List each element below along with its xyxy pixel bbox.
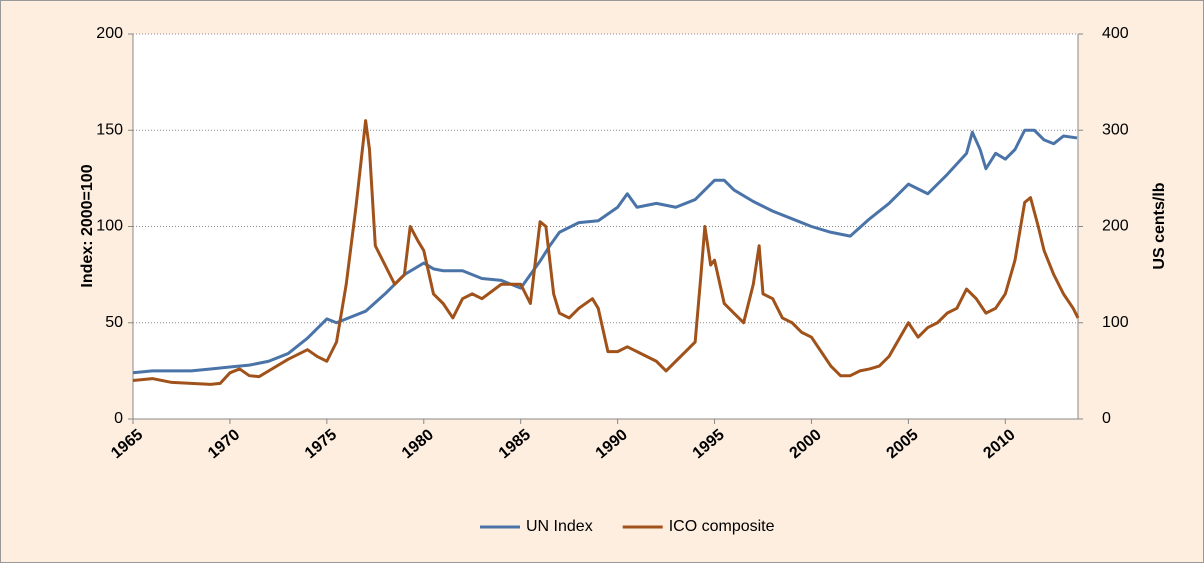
y2-tick-label: 400 [1102,25,1129,42]
y-tick-label: 150 [96,121,123,138]
plot-area [133,34,1078,419]
y-tick-label: 100 [96,218,123,235]
series-line [132,119,1080,386]
y-tick-label: 50 [105,314,123,331]
legend-label: ICO composite [669,518,775,535]
y2-tick-label: 300 [1102,121,1129,138]
y2-tick-label: 0 [1102,410,1111,427]
series-line [132,128,1078,375]
y2-tick-label: 100 [1102,314,1129,331]
legend-label: UN Index [526,518,593,535]
y2-axis-label: US cents/lb [1151,182,1168,269]
y-tick-label: 200 [96,25,123,42]
y2-tick-label: 200 [1102,218,1129,235]
y-axis-label: Index: 2000=100 [79,164,96,287]
y-tick-label: 0 [114,410,123,427]
